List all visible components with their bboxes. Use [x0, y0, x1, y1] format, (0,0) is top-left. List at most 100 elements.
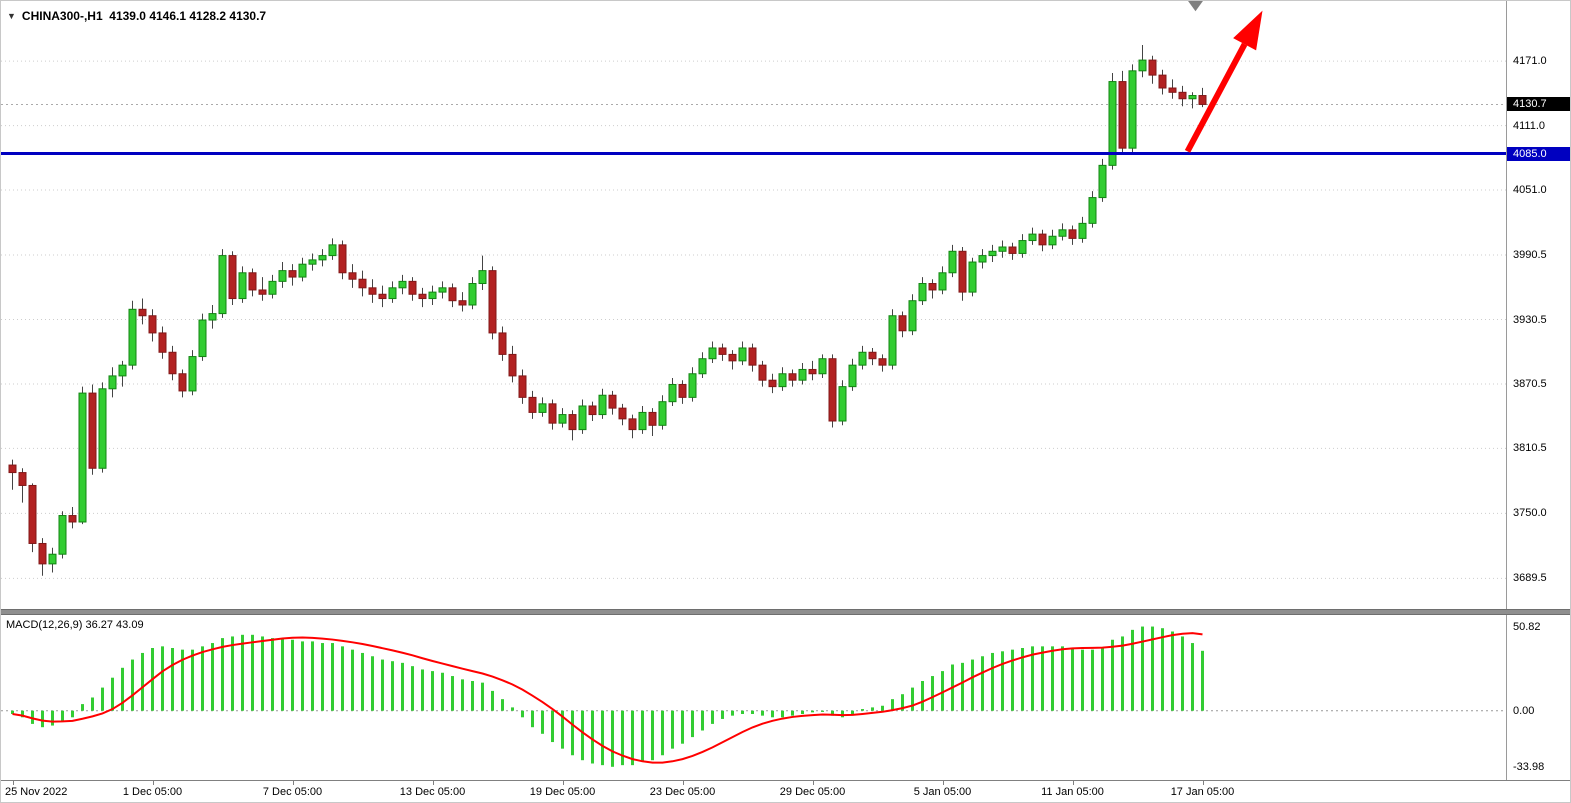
candle-bear — [518, 375, 527, 398]
time-axis-label: 5 Jan 05:00 — [913, 786, 972, 798]
candle-bear — [728, 353, 737, 362]
macd-histogram-bar — [341, 646, 344, 711]
candle-bull — [598, 394, 607, 416]
candle-bear — [28, 484, 37, 544]
candle-bear — [38, 542, 47, 565]
candle-bull — [688, 373, 697, 398]
macd-histogram-bar — [1021, 648, 1024, 711]
candle-bear — [878, 358, 887, 366]
candle-bear — [1038, 233, 1047, 246]
macd-histogram-bar — [381, 659, 384, 711]
candle-bear — [1178, 91, 1187, 100]
macd-histogram-bar — [1041, 646, 1044, 711]
macd-histogram-bar — [181, 649, 184, 711]
gray-triangle-marker[interactable] — [1188, 1, 1204, 12]
candle-bear — [508, 353, 517, 377]
candle-bear — [788, 373, 797, 381]
time-tick-mark — [812, 781, 814, 785]
candle-bear — [168, 351, 177, 375]
time-axis-label: 11 Jan 05:00 — [1041, 786, 1104, 798]
macd-histogram-bar — [321, 643, 324, 711]
macd-signal-line — [12, 632, 1203, 764]
candle-bull — [438, 287, 447, 293]
candle-bull — [268, 280, 277, 295]
macd-histogram-bar — [451, 676, 454, 711]
macd-histogram-bar — [1141, 626, 1144, 711]
macd-histogram-bar — [251, 634, 254, 711]
macd-histogram-bar — [1071, 648, 1074, 711]
candle-bear — [928, 283, 937, 291]
candle-bull — [708, 347, 717, 360]
macd-histogram-bar — [351, 649, 354, 711]
time-tick-mark — [562, 781, 564, 785]
candle-bull — [1128, 70, 1137, 149]
candle-bear — [178, 373, 187, 392]
candle-bear — [868, 351, 877, 360]
macd-histogram-bar — [611, 710, 614, 767]
candle-bull — [308, 259, 317, 265]
macd-histogram-bar — [761, 710, 764, 716]
candle-bear — [148, 315, 157, 334]
candle-bear — [378, 293, 387, 300]
macd-histogram-bar — [731, 710, 734, 716]
candle-bull — [328, 244, 337, 257]
macd-histogram-bar — [161, 646, 164, 711]
time-tick-mark — [1202, 781, 1204, 785]
macd-chart[interactable] — [1, 615, 1506, 780]
macd-histogram-bar — [551, 710, 554, 743]
macd-histogram-bar — [681, 710, 684, 744]
macd-histogram-bar — [1201, 650, 1204, 711]
macd-histogram-bar — [371, 656, 374, 711]
candlestick-chart[interactable] — [1, 1, 1506, 609]
time-axis[interactable]: 25 Nov 2022 1 Dec 05:00 7 Dec 05:00 13 Dec … — [1, 780, 1570, 802]
macd-histogram-bar — [281, 638, 284, 711]
candle-bear — [228, 255, 237, 300]
time-tick-mark — [432, 781, 434, 785]
candle-bull — [1018, 240, 1027, 254]
candle-bull — [388, 287, 397, 300]
price-chart-panel[interactable]: ▼ CHINA300-,H1 4139.0 4146.1 4128.2 4130… — [1, 1, 1506, 609]
price-axis[interactable]: 4130.7 4085.0 4171.0 4111.0 4051.0 3990.5 39… — [1506, 1, 1570, 609]
macd-histogram-bar — [631, 710, 634, 766]
macd-histogram-bar — [841, 710, 844, 718]
macd-histogram-bar — [701, 710, 704, 731]
trend-arrow-head[interactable] — [1233, 10, 1263, 51]
macd-histogram-bar — [921, 681, 924, 711]
candle-bull — [78, 392, 87, 523]
macd-histogram-bar — [571, 710, 574, 756]
candle-bull — [1048, 235, 1057, 246]
macd-histogram-bar — [491, 690, 494, 711]
macd-histogram-bar — [131, 659, 134, 711]
macd-histogram-bar — [1101, 648, 1104, 711]
macd-histogram-bar — [101, 687, 104, 711]
macd-histogram-bar — [601, 710, 604, 766]
price-axis-label: 4171.0 — [1513, 55, 1547, 68]
macd-histogram-bar — [1001, 651, 1004, 711]
macd-histogram-bar — [501, 699, 504, 711]
macd-histogram-bar — [811, 710, 814, 713]
candle-bear — [1008, 246, 1017, 254]
macd-histogram-bar — [21, 710, 24, 718]
candle-bull — [48, 553, 57, 565]
trend-arrow-shaft[interactable] — [1184, 42, 1248, 153]
macd-axis-label: 50.82 — [1513, 620, 1541, 633]
candle-bear — [648, 411, 657, 426]
symbol-dropdown-icon[interactable]: ▼ — [7, 11, 16, 21]
candle-bear — [138, 308, 147, 317]
candle-bull — [128, 308, 137, 366]
macd-histogram-bar — [1081, 649, 1084, 711]
macd-histogram-bar — [441, 672, 444, 711]
macd-histogram-bar — [581, 710, 584, 761]
candle-bear — [448, 287, 457, 302]
macd-histogram-bar — [961, 662, 964, 711]
time-tick-mark — [152, 781, 154, 785]
macd-panel[interactable]: MACD(12,26,9) 36.27 43.09 — [1, 615, 1506, 780]
macd-histogram-bar — [881, 705, 884, 711]
time-tick-mark — [682, 781, 684, 785]
price-axis-label: 4111.0 — [1513, 119, 1546, 132]
macd-axis[interactable]: 50.82 0.00 -33.98 — [1506, 615, 1570, 780]
candle-bear — [548, 403, 557, 424]
panel-separator[interactable] — [1, 609, 1570, 615]
macd-histogram-bar — [471, 681, 474, 711]
time-axis-label: 7 Dec 05:00 — [262, 786, 323, 798]
